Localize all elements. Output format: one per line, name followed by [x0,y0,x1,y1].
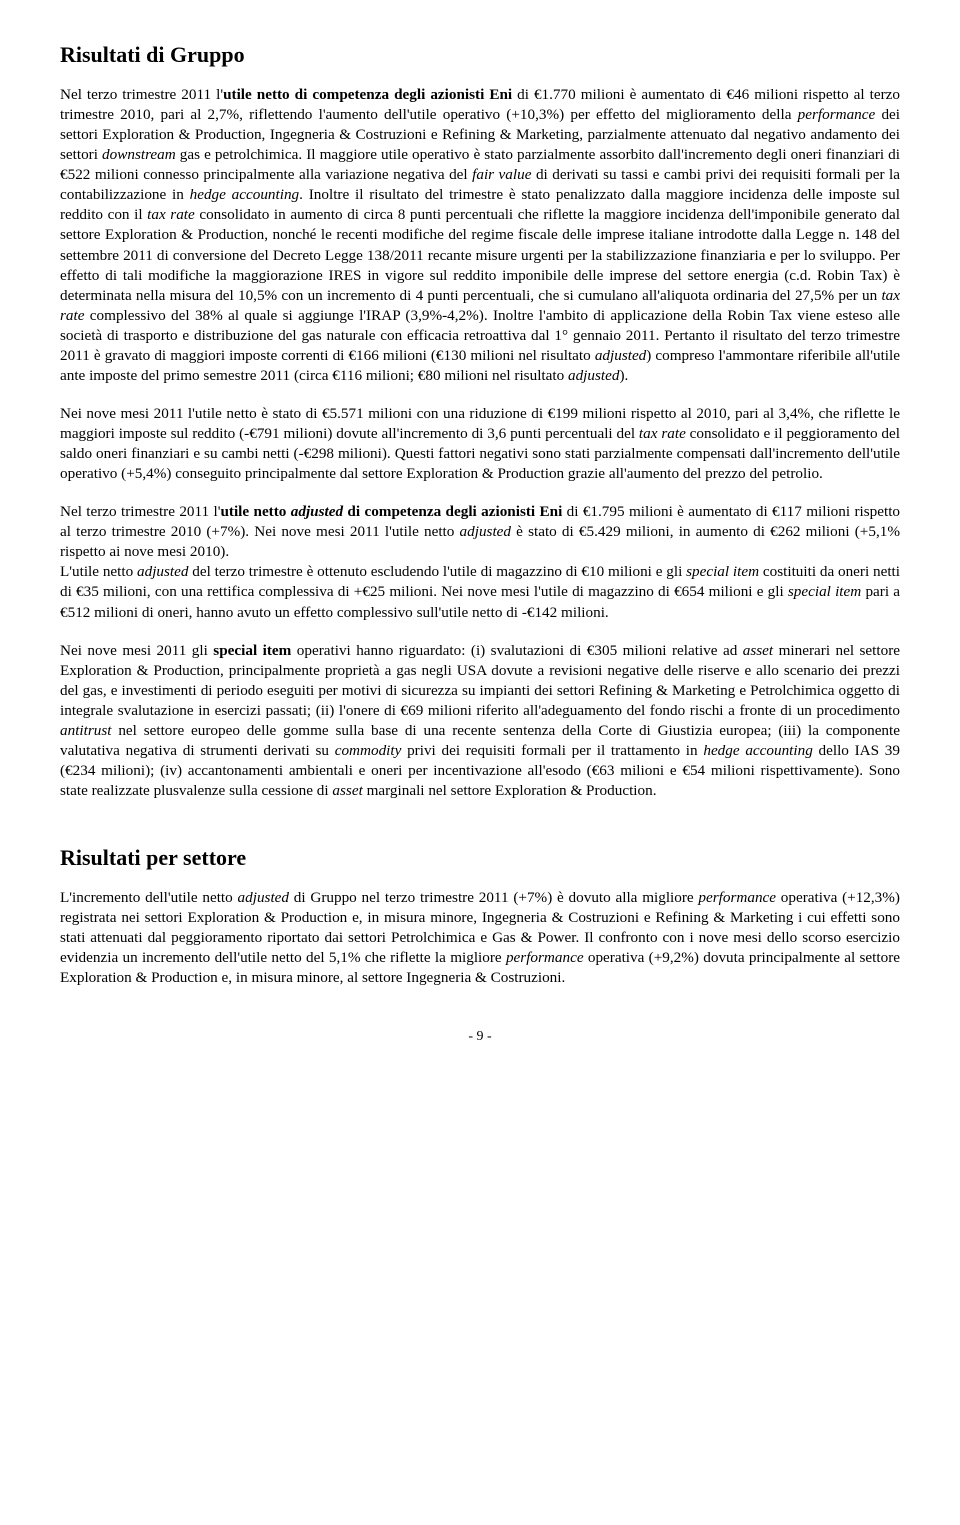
page-number: - 9 - [60,1028,900,1046]
paragraph-4: Nei nove mesi 2011 gli special item oper… [60,641,900,802]
paragraph-2: Nei nove mesi 2011 l'utile netto è stato… [60,404,900,484]
heading-risultati-gruppo: Risultati di Gruppo [60,40,900,69]
heading-risultati-settore: Risultati per settore [60,843,900,872]
paragraph-5: L'incremento dell'utile netto adjusted d… [60,888,900,988]
paragraph-1: Nel terzo trimestre 2011 l'utile netto d… [60,85,900,386]
paragraph-3: Nel terzo trimestre 2011 l'utile netto a… [60,502,900,622]
